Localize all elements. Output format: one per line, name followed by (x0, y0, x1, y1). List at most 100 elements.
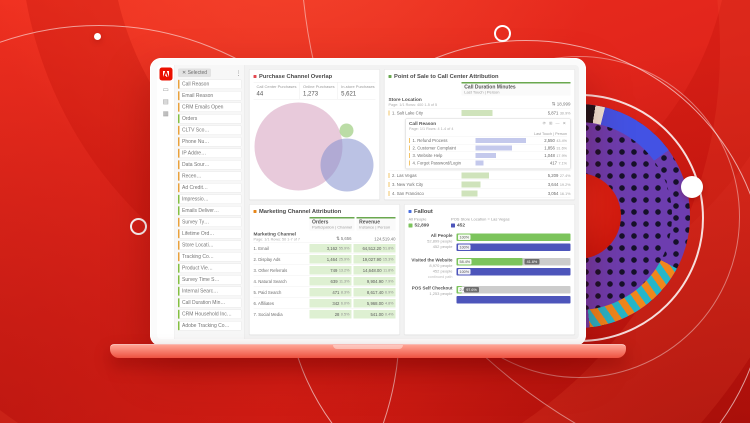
component-item[interactable]: Ad Credit… (178, 183, 242, 193)
table-row[interactable]: 7. Social Media 28 0.5% 541.00 0.4% (253, 308, 396, 320)
sort-icon[interactable]: ⇅ (551, 101, 556, 107)
fallout-step[interactable]: POS Self Checkout 1,253 people 2.4%97.6% (409, 286, 571, 304)
laptop-base (110, 344, 626, 358)
table-row[interactable]: 3. New York City 3,644 19.2% (388, 179, 571, 189)
table-row[interactable]: 2. Customer Complaint 1,856 31.6% (409, 144, 567, 152)
table-row[interactable]: 1. Salt Lake City 5,871 30.9% (388, 108, 571, 117)
grid-icon[interactable]: ⊞ (549, 121, 554, 126)
table-row[interactable]: 4. San Francisco 3,054 16.1% (388, 188, 571, 198)
component-item[interactable]: Adobe Tracking Co… (178, 321, 242, 331)
panel-purchase-channel-overlap: Purchase Channel Overlap Call Center Pur… (249, 69, 380, 200)
metric-name: Orders (311, 219, 329, 226)
venn-circle-online (320, 138, 374, 192)
more-icon[interactable]: ⋮ (235, 69, 242, 77)
metric-column-header[interactable]: Orders Participation | Channel (309, 217, 355, 231)
panel-accent-dot (253, 75, 257, 78)
panel-accent-dot (408, 210, 412, 213)
fallout-bar-blue (456, 296, 571, 304)
fallout-step[interactable]: Visited the Website 8,970 people 452 peo… (409, 257, 571, 279)
component-item[interactable]: CRM Emails Open (178, 102, 242, 112)
adobe-a-mark (162, 71, 169, 77)
panel-marketing-channel-attribution: Marketing Channel Attribution Orders Par… (249, 204, 400, 335)
fallout-bar-blue: 100% (456, 268, 571, 276)
step-count: 1,253 people (429, 291, 453, 297)
fallout-bar-green: 100% (456, 233, 571, 241)
component-item[interactable]: Survey Time S… (178, 275, 242, 285)
component-item[interactable]: Product Vie… (178, 263, 242, 273)
component-item[interactable]: Phone Nu… (178, 137, 242, 147)
metric-value: 5,621 (341, 90, 357, 97)
component-item[interactable]: Tracking Co… (178, 252, 242, 262)
venn-diagram[interactable] (254, 102, 376, 193)
component-item[interactable]: Call Duration Min… (178, 298, 242, 308)
metric-column-header[interactable]: Call Duration Minutes Last Touch | Perso… (461, 82, 571, 96)
components-icon[interactable]: ▦ (162, 109, 169, 117)
selected-filter-chip[interactable]: ✕ Selected (178, 68, 212, 77)
row-label: 3. New York City (388, 181, 462, 187)
minimize-icon[interactable]: — (555, 121, 561, 126)
attribution-model: Participation | Channel (311, 225, 353, 230)
fallout-legend: All People 52,899 POS Store Location = L… (408, 217, 510, 228)
table-row[interactable]: 2. Las Vegas 5,209 27.4% (388, 170, 571, 180)
visualizations-icon[interactable]: ▤ (162, 97, 169, 105)
pagination: Page: 1/1 Rows: 400 1-5 of 5 (388, 102, 438, 108)
row-label: 3. Other Referrals (253, 267, 288, 273)
refresh-icon[interactable]: ⟳ (542, 121, 547, 126)
row-label: 1. Email (253, 245, 269, 251)
adobe-logo[interactable] (159, 67, 173, 81)
table-row[interactable]: 5. Paid Search 471 8.3% 8,617.40 6.9% (253, 286, 396, 298)
column-total: ⇅ 5,656 (336, 236, 352, 241)
column-total: 124,519.40 (374, 236, 396, 242)
component-item[interactable]: Impressio… (178, 194, 242, 204)
metric-label: In-store Purchases (341, 84, 375, 90)
step-label: All People (430, 233, 453, 238)
panel-title: Purchase Channel Overlap (259, 73, 333, 80)
fallout-step[interactable]: All People 52,899 people 452 people 100%… (409, 233, 571, 251)
bar-green (461, 172, 489, 179)
component-item[interactable]: Lifetime Ord… (178, 229, 242, 239)
close-icon[interactable]: ✕ (562, 121, 567, 126)
panel-accent-dot (388, 75, 392, 78)
bar-purple (475, 145, 513, 151)
row-label: 2. Customer Complaint (409, 145, 475, 151)
analytics-workspace: ▭ ▤ ▦ ✕ Selected ⋮ Call Reason Email Rea… (157, 65, 579, 339)
table-row[interactable]: 4. Natural Search 639 11.3% 9,904.90 7.9% (253, 275, 396, 287)
panel-accent-dot (253, 210, 257, 213)
table-row[interactable]: 3. Website Help 1,048 17.9% (409, 151, 567, 160)
row-label: 1. Salt Lake City (388, 110, 462, 116)
panel-fallout: Fallout All People 52,899 POS Store Loca… (404, 204, 575, 335)
bar-green (461, 109, 493, 116)
component-item[interactable]: Store Locati… (178, 240, 242, 250)
metric-column-header[interactable]: Revenue Instance | Person (356, 217, 396, 231)
projects-icon[interactable]: ▭ (162, 85, 169, 93)
workspace-canvas: Purchase Channel Overlap Call Center Pur… (245, 65, 579, 339)
component-item[interactable]: Email Reason (178, 91, 242, 101)
metric-name: Revenue (359, 219, 380, 226)
component-item[interactable]: CLTV Sco… (178, 125, 242, 135)
step-label: Visited the Website (411, 257, 453, 263)
decor-circle-outline-top (494, 25, 511, 42)
table-row[interactable]: 1. Email 3,162 55.9% 64,512.20 51.8% (253, 242, 396, 254)
component-item[interactable]: IP Addre… (178, 148, 242, 158)
table-row[interactable]: 4. Forgot Password/Login 417 7.1% (409, 159, 567, 167)
row-label: 6. Affiliates (253, 300, 274, 306)
table-row[interactable]: 2. Display Ads 1,464 25.9% 19,027.90 15.3% (253, 253, 396, 265)
metric-label: Call Center Purchases (256, 84, 297, 90)
component-item[interactable]: Emails Deliver… (178, 206, 242, 216)
table-row[interactable]: 5. Atlanta 1,2216.4% (388, 197, 571, 200)
component-item[interactable]: Data Sour… (178, 160, 242, 170)
component-item[interactable]: Survey Ty… (178, 217, 242, 227)
decor-dot-large (681, 176, 703, 198)
table-row[interactable]: 3. Other Referrals 749 13.2% 14,648.00 11.… (253, 264, 396, 276)
component-item[interactable]: Recen… (178, 171, 242, 181)
panel-pos-call-center-attribution: Point of Sale to Call Center Attribution… (384, 69, 575, 200)
fallout-bar-blue: 100% (456, 243, 571, 251)
component-item[interactable]: CRM Household Inc… (178, 309, 242, 319)
step-count: 52,899 people (427, 239, 453, 244)
component-item[interactable]: Internal Searc… (178, 286, 242, 296)
component-item[interactable]: Call Reason (178, 79, 242, 89)
table-row[interactable]: 1. Refund Process 2,550 43.4% (409, 136, 567, 145)
component-item[interactable]: Orders (178, 114, 242, 124)
table-row[interactable]: 6. Affiliates 342 6.0% 5,968.00 4.8% (253, 297, 396, 309)
